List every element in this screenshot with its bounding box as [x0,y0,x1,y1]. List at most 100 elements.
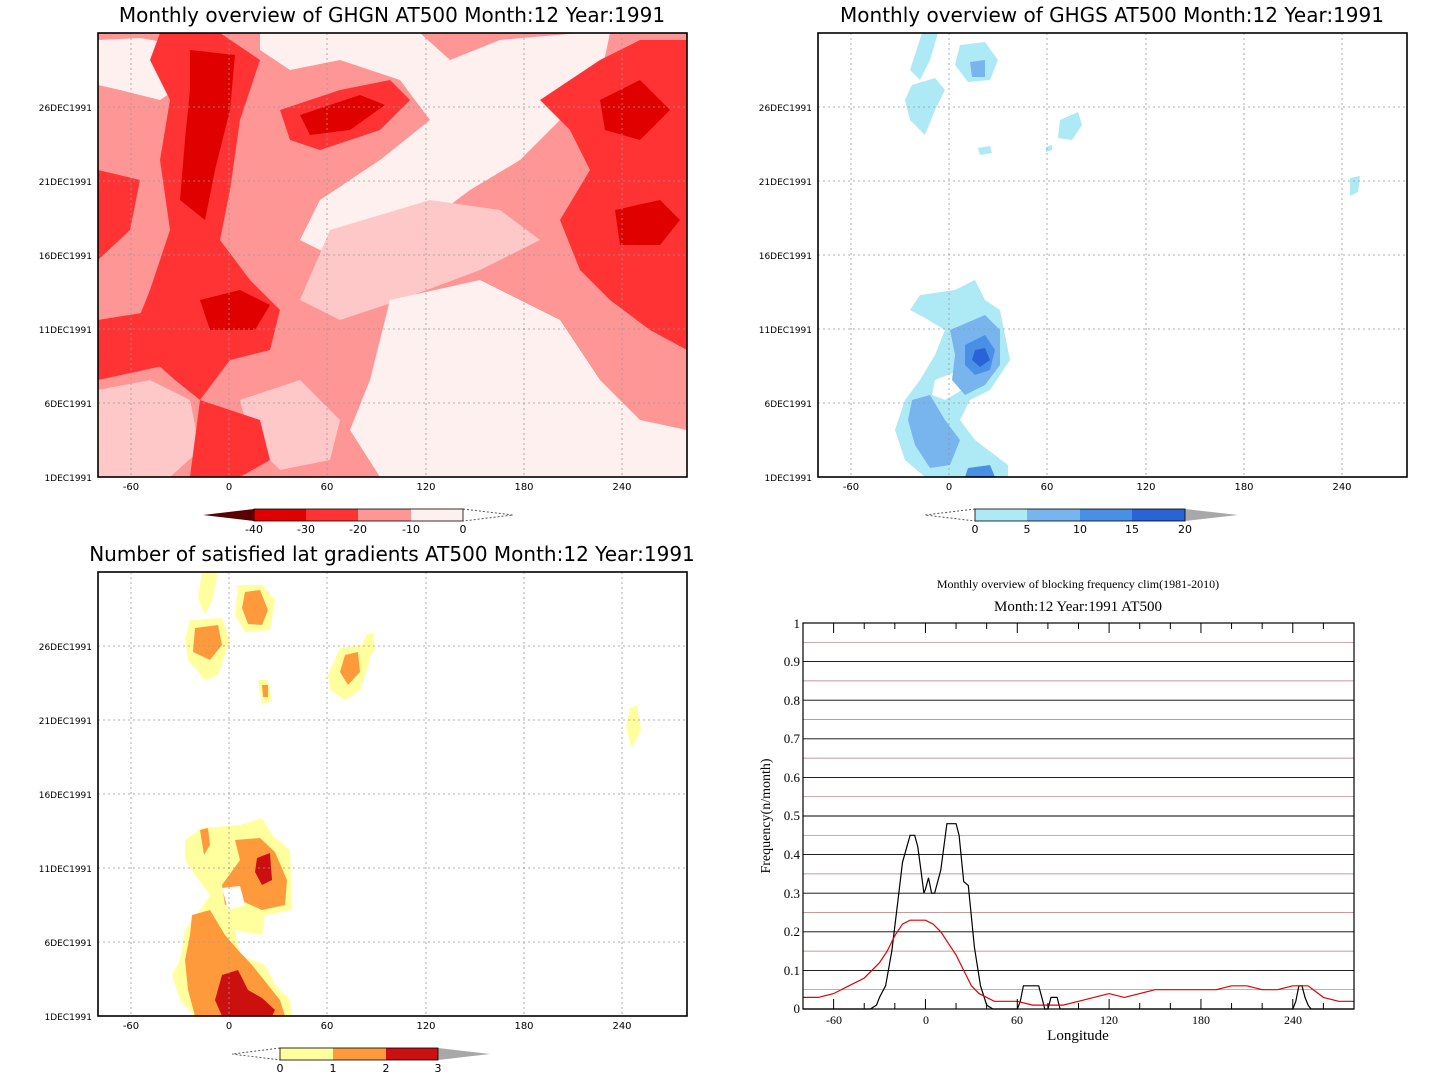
freq-x-tick: 240 [1284,1013,1302,1027]
freq-y-tick: 0.9 [784,654,800,669]
colorbar-swatch [1132,509,1185,521]
ghgs-y-tick: 16DEC1991 [759,252,812,262]
freq-x-axis-label: Longitude [1047,1028,1109,1044]
colorbar-swatch [1027,509,1080,521]
freq-y-tick: 0.2 [784,924,800,939]
colorbar-swatch [333,1048,386,1060]
colorbar-arrow [1185,509,1238,521]
ghgs-title: Monthly overview of GHGS AT500 Month:12 … [840,3,1384,27]
freq-x-tick: 0 [923,1013,929,1027]
colorbar-swatch [975,509,1027,521]
colorbar-arrow [438,1048,490,1060]
freq-y-tick: 0.3 [784,886,800,901]
count-y-tick: 11DEC1991 [39,865,92,875]
ghgs-colorbar: 0 5 10 15 20 [924,508,1238,536]
colorbar-label: 20 [1178,523,1192,536]
colorbar-swatch [358,509,411,521]
ghgn-title: Monthly overview of GHGN AT500 Month:12 … [119,3,665,27]
count-plot-frame [97,571,688,1017]
ghgn-y-tick: 6DEC1991 [44,400,92,410]
count-contour-fill [172,572,641,1016]
count-y-tick: 1DEC1991 [44,1013,92,1023]
colorbar-label: 10 [1073,523,1087,536]
ghgn-y-tick: 26DEC1991 [39,104,92,114]
ghgn-x-tick: 240 [612,482,631,493]
ghgn-y-tick: 16DEC1991 [39,252,92,262]
count-x-tick: 120 [416,1021,435,1032]
freq-y-tick: 0.8 [784,693,800,708]
colorbar-swatch [1080,509,1132,521]
count-x-tick: 180 [514,1021,533,1032]
count-gridlines [98,572,687,1016]
freq-series-red-line [803,919,1354,1006]
freq-gridlines [803,641,1354,991]
colorbar-label: 5 [1024,523,1031,536]
count-colorbar: 0 1 2 3 [231,1047,490,1075]
colorbar-label: -40 [245,523,263,536]
colorbar-label: -30 [297,523,315,536]
ghgn-plot-frame [97,32,688,478]
ghgn-y-tick: 21DEC1991 [39,178,92,188]
colorbar-label: 1 [330,1062,337,1075]
ghgs-x-tick: 0 [946,482,952,493]
ghgs-x-tick: 120 [1136,482,1155,493]
colorbar-label: 0 [460,523,467,536]
count-panel: Number of satisfied lat gradients AT500 … [39,542,695,1075]
ghgs-y-tick-labels: 1DEC1991 6DEC1991 11DEC1991 16DEC1991 21… [759,104,812,484]
ghgn-x-tick: 0 [226,482,232,493]
freq-x-tick-labels: -60 0 60 120 180 240 [826,1013,1302,1027]
colorbar-label: 2 [383,1062,390,1075]
ghgn-colorbar: -40 -30 -20 -10 0 [203,508,514,536]
freq-y-tick: 0.4 [784,847,801,862]
count-x-tick: 60 [321,1021,334,1032]
ghgn-gridlines [98,33,687,477]
ghgs-contour-fill [895,33,1360,477]
count-x-tick: 240 [612,1021,631,1032]
ghgn-x-tick: 60 [321,482,334,493]
count-x-tick: 0 [226,1021,232,1032]
ghgs-gridlines [818,33,1407,477]
ghgn-y-tick: 11DEC1991 [39,326,92,336]
freq-y-tick: 0.7 [784,731,801,746]
freq-x-tick: 120 [1100,1013,1118,1027]
colorbar-label: 3 [435,1062,442,1075]
colorbar-swatch [411,509,463,521]
ghgn-y-tick: 1DEC1991 [44,474,92,484]
freq-y-tick: 0.5 [784,808,800,823]
colorbar-swatch [254,509,306,521]
count-x-tick: -60 [123,1021,139,1032]
count-y-tick: 6DEC1991 [44,939,92,949]
count-x-tick-labels: -60 0 60 120 180 240 [123,1021,632,1032]
ghgs-x-tick: -60 [843,482,859,493]
freq-tick-marks [802,623,1355,1009]
count-title: Number of satisfied lat gradients AT500 … [89,542,695,566]
colorbar-label: 0 [972,523,979,536]
freq-title: Monthly overview of blocking frequency c… [937,577,1219,591]
ghgs-y-tick: 1DEC1991 [764,474,812,484]
freq-x-tick: 180 [1192,1013,1210,1027]
colorbar-swatch [280,1048,333,1060]
freq-x-tick: -60 [826,1013,842,1027]
freq-y-tick: 0 [794,1001,801,1016]
freq-y-tick: 0.6 [784,770,801,785]
ghgs-y-tick: 11DEC1991 [759,326,812,336]
freq-series [803,823,1354,1010]
ghgs-y-tick: 21DEC1991 [759,178,812,188]
colorbar-arrow [203,509,254,521]
ghgs-panel: Monthly overview of GHGS AT500 Month:12 … [759,3,1408,536]
ghgn-x-tick: 180 [514,482,533,493]
freq-x-tick: 60 [1011,1013,1023,1027]
freq-y-tick: 0.1 [784,963,800,978]
freq-panel: Monthly overview of blocking frequency c… [759,577,1355,1044]
ghgs-y-tick: 26DEC1991 [759,104,812,114]
ghgs-y-tick: 6DEC1991 [764,400,812,410]
ghgs-x-tick-labels: -60 0 60 120 180 240 [843,482,1352,493]
colorbar-swatch [386,1048,438,1060]
ghgn-x-tick: -60 [123,482,139,493]
colorbar-swatch [306,509,358,521]
freq-series-black-line [803,823,1354,1010]
freq-y-axis-label: Frequency(n/month) [759,758,774,873]
colorbar-label: 15 [1125,523,1139,536]
ghgs-plot-frame [817,32,1408,478]
